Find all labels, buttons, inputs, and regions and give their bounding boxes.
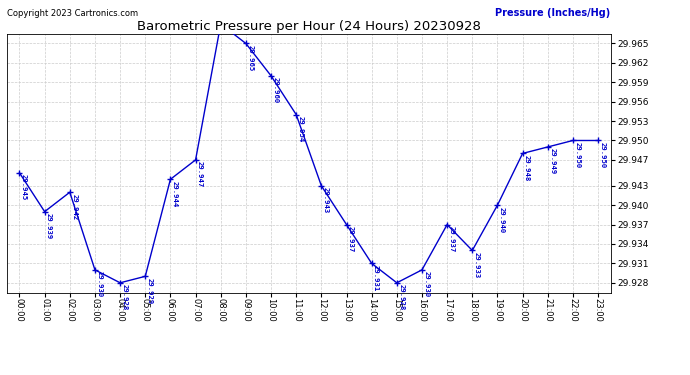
Text: 29.954: 29.954 — [297, 116, 304, 142]
Text: 29.948: 29.948 — [524, 155, 530, 181]
Title: Barometric Pressure per Hour (24 Hours) 20230928: Barometric Pressure per Hour (24 Hours) … — [137, 20, 481, 33]
Text: 29.950: 29.950 — [600, 142, 605, 168]
Text: 29.937: 29.937 — [448, 226, 455, 252]
Text: Pressure (Inches/Hg): Pressure (Inches/Hg) — [495, 8, 611, 18]
Text: 29.950: 29.950 — [574, 142, 580, 168]
Text: 29.939: 29.939 — [46, 213, 52, 239]
Text: Copyright 2023 Cartronics.com: Copyright 2023 Cartronics.com — [7, 9, 138, 18]
Text: 29.942: 29.942 — [71, 194, 77, 220]
Text: 29.931: 29.931 — [373, 265, 379, 291]
Text: 29.944: 29.944 — [172, 181, 178, 207]
Text: 29.947: 29.947 — [197, 161, 203, 188]
Text: 29.940: 29.940 — [499, 207, 505, 233]
Text: 29.960: 29.960 — [273, 77, 279, 104]
Text: 29.930: 29.930 — [97, 271, 102, 297]
Text: 29.965: 29.965 — [247, 45, 253, 71]
Text: 29.945: 29.945 — [21, 174, 27, 201]
Text: 29.943: 29.943 — [323, 187, 328, 213]
Text: 29.937: 29.937 — [348, 226, 354, 252]
Text: 29.928: 29.928 — [398, 284, 404, 310]
Text: 29.949: 29.949 — [549, 148, 555, 175]
Text: 29.930: 29.930 — [424, 271, 429, 297]
Text: 29.968: 29.968 — [0, 374, 1, 375]
Text: 29.933: 29.933 — [473, 252, 480, 278]
Text: 29.929: 29.929 — [147, 278, 152, 304]
Text: 29.928: 29.928 — [121, 284, 128, 310]
